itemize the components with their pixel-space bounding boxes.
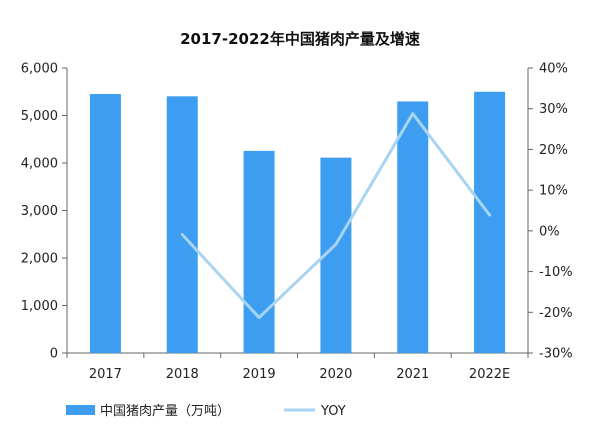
legend-swatch-bar (66, 405, 95, 415)
x-tick-label: 2019 (243, 367, 276, 382)
bar (166, 96, 198, 353)
chart-title: 2017-2022年中国猪肉产量及增速 (180, 30, 420, 48)
bar (397, 101, 429, 353)
y-right-tick-label: 10% (539, 184, 568, 199)
x-tick-label: 2022E (469, 367, 510, 382)
x-tick-label: 2018 (166, 367, 199, 382)
x-tick-label: 2021 (396, 367, 429, 382)
y-right-tick-label: -30% (539, 347, 573, 362)
bar-series (89, 91, 506, 353)
y-left-tick-label: 4,000 (21, 157, 58, 172)
yoy-series (180, 112, 492, 320)
legend: 中国猪肉产量（万吨） YOY (66, 404, 346, 419)
y-left-tick-label: 3,000 (21, 204, 58, 219)
y-right-tick-label: 0% (539, 224, 560, 239)
y-right-tick-label: 30% (539, 102, 568, 117)
legend-label-bar: 中国猪肉产量（万吨） (100, 404, 230, 419)
y-right-tick-label: 40% (539, 62, 568, 77)
axes: 0 1,000 2,000 3,000 4,000 5,000 6,000 -30% -20% -… (21, 62, 573, 383)
bar (243, 150, 275, 353)
legend-label-line: YOY (320, 404, 346, 419)
y-right-tick-label: -10% (539, 265, 573, 280)
y-left-tick-label: 5,000 (21, 109, 58, 124)
y-left-tick-label: 0 (50, 347, 58, 362)
bar (474, 91, 506, 353)
bar (89, 94, 121, 353)
y-left-tick-label: 2,000 (21, 252, 58, 267)
x-tick-label: 2020 (319, 367, 352, 382)
y-right-tick-label: 20% (539, 143, 568, 158)
x-tick-label: 2017 (89, 367, 122, 382)
y-right-tick-label: -20% (539, 306, 573, 321)
y-left-tick-label: 1,000 (21, 299, 58, 314)
y-left-tick-label: 6,000 (21, 62, 58, 77)
